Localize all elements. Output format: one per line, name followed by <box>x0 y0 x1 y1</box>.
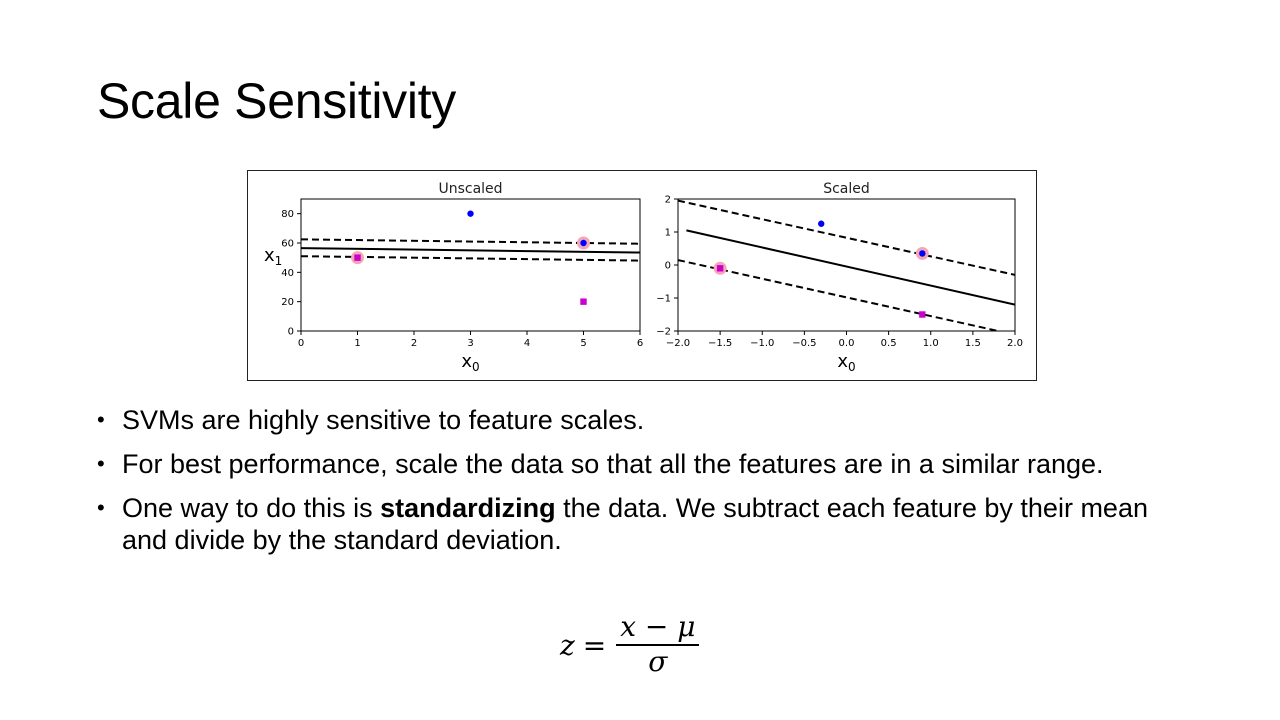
y-axis-label: x1 <box>264 245 282 268</box>
data-point-blue <box>580 239 587 247</box>
x-tick-label: 3 <box>467 338 473 349</box>
y-tick-label: 20 <box>281 297 294 308</box>
formula-equals: = <box>582 628 607 662</box>
y-tick-label: 0 <box>288 327 294 338</box>
bullet-item: • For best performance, scale the data s… <box>97 448 1197 480</box>
bullet-dot-icon: • <box>97 407 105 432</box>
x-tick-label: 0 <box>298 338 304 349</box>
x-tick-label: 1 <box>354 338 360 349</box>
x-tick-label: 0.5 <box>881 338 897 349</box>
margin-line <box>678 199 1015 276</box>
x-tick-label: 6 <box>637 338 643 349</box>
x-axis-label: x0 <box>837 351 855 374</box>
chart-title: Unscaled <box>438 181 502 197</box>
data-point-magenta <box>580 298 587 305</box>
decision-boundary-line <box>686 229 1015 306</box>
y-tick-label: 60 <box>281 239 294 250</box>
x-tick-label: −1.5 <box>708 338 732 349</box>
data-point-blue <box>818 220 825 227</box>
y-tick-label: 1 <box>665 228 671 239</box>
formula-denominator: σ <box>648 645 668 678</box>
margin-line <box>301 238 640 245</box>
y-tick-label: −1 <box>656 294 671 305</box>
x-tick-label: 0.0 <box>839 338 855 349</box>
bullet-dot-icon: • <box>97 451 105 476</box>
bullet-bold-term: standardizing <box>380 493 556 523</box>
x-tick-label: 2.0 <box>1007 338 1023 349</box>
standardization-formula: z = x − μ σ <box>560 612 700 678</box>
formula-fraction: x − μ σ <box>616 612 700 678</box>
x-tick-label: 4 <box>524 338 530 349</box>
y-tick-label: 80 <box>281 209 294 220</box>
chart-panel-scaled: Scaled −2.0 −1.5 −1.0 −0.5 0.0 0.5 1.0 1.5 2.0 −2 −… <box>656 181 1023 374</box>
bullet-dot-icon: • <box>97 495 105 520</box>
x-tick-label: 5 <box>580 338 586 349</box>
x-tick-label: −2.0 <box>666 338 690 349</box>
slide-title: Scale Sensitivity <box>97 73 456 129</box>
data-point-magenta <box>919 311 926 318</box>
y-tick-label: 40 <box>281 268 294 279</box>
x-tick-label: −0.5 <box>792 338 816 349</box>
x-axis-label: x0 <box>461 351 479 374</box>
bullet-item: • SVMs are highly sensitive to feature s… <box>97 404 1197 436</box>
bullet-text: For best performance, scale the data so … <box>122 449 1104 479</box>
bullet-list: • SVMs are highly sensitive to feature s… <box>97 404 1197 568</box>
formula-lhs: z <box>560 628 575 662</box>
data-point-blue <box>467 210 474 217</box>
y-tick-label: 2 <box>665 195 671 206</box>
x-tick-label: 1.0 <box>923 338 939 349</box>
bullet-text-before: One way to do this is <box>122 493 381 523</box>
x-tick-label: −1.0 <box>750 338 774 349</box>
data-point-blue <box>919 250 926 257</box>
x-tick-label: 1.5 <box>965 338 981 349</box>
bullet-text: SVMs are highly sensitive to feature sca… <box>122 405 645 435</box>
bullet-text-after: the data. We subtract each feature by th… <box>122 493 1148 555</box>
bullet-item: • One way to do this is standardizing th… <box>97 492 1197 556</box>
svm-scaling-figure: Unscaled 0 1 2 3 4 5 6 0 20 40 60 80 x0 x1 Scaled −2.0 −1… <box>247 170 1037 381</box>
y-tick-label: 0 <box>665 261 671 272</box>
formula-numerator: x − μ <box>616 612 700 646</box>
x-tick-label: 2 <box>411 338 417 349</box>
chart-title: Scaled <box>823 181 870 197</box>
decision-boundary-line <box>301 247 640 254</box>
data-point-magenta <box>354 254 361 261</box>
plot-frame <box>677 198 1016 332</box>
y-tick-label: −2 <box>656 327 671 338</box>
data-point-magenta <box>716 265 724 272</box>
plot-frame <box>300 198 641 332</box>
